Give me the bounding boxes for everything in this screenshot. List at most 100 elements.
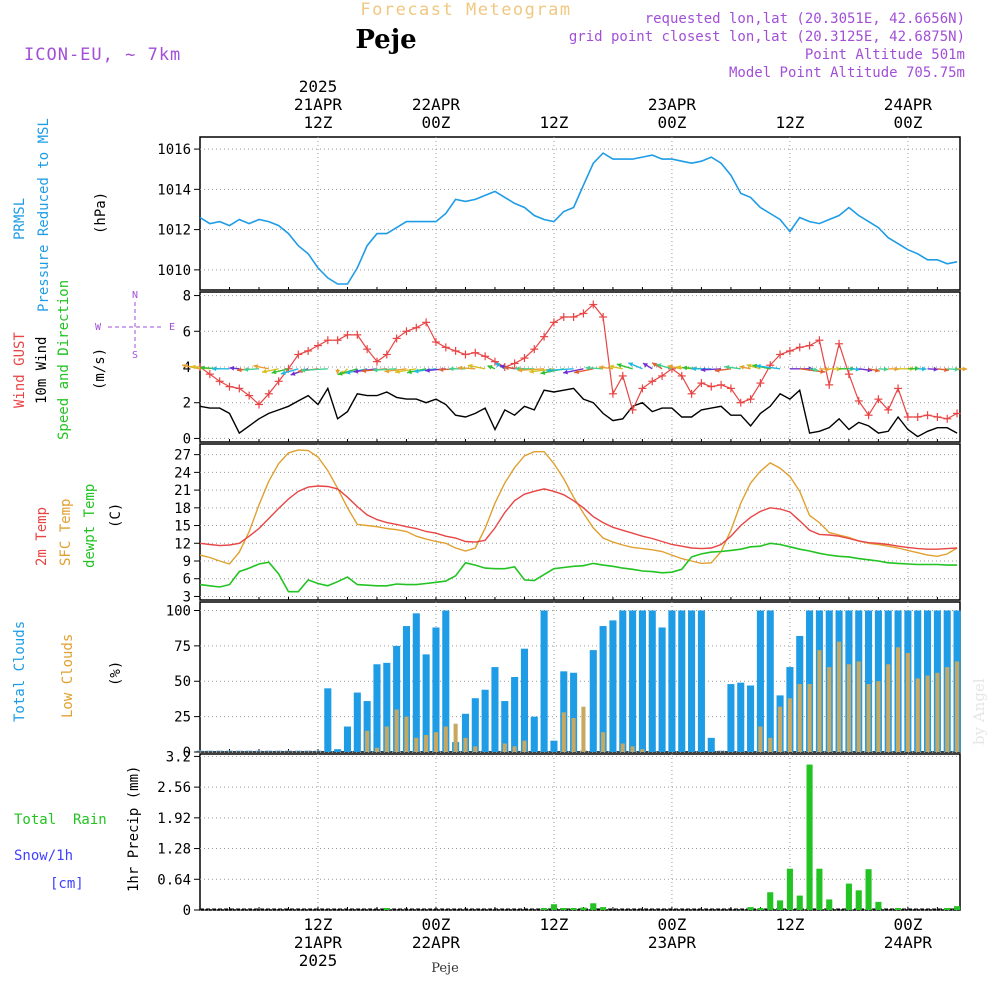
low-clouds-bar — [876, 681, 881, 752]
gust-marker — [913, 413, 922, 421]
top-time-label: 12Z — [775, 113, 804, 132]
wind10m-line — [199, 386, 958, 438]
wind-direction-arrow — [457, 365, 476, 371]
wind-ytick-label: 2 — [183, 396, 191, 412]
total-clouds-bar — [638, 610, 646, 752]
bottom-time-label: 2025 — [299, 951, 338, 970]
gust-marker — [304, 346, 313, 355]
low-clouds-bar — [404, 716, 409, 752]
total-clouds-bar — [589, 650, 597, 752]
compass-west: W — [95, 322, 102, 333]
total-clouds-bar — [393, 645, 401, 752]
low-clouds-bar — [424, 735, 429, 752]
low-clouds-bar — [807, 684, 812, 752]
gust-marker — [235, 384, 244, 393]
t2m-line — [199, 485, 958, 550]
gust-marker — [746, 395, 755, 404]
requested-coords: requested lon,lat (20.3051E, 42.6656N) — [645, 11, 965, 27]
low-clouds-bar — [502, 743, 507, 752]
gust-marker — [471, 348, 480, 357]
gust-marker — [835, 339, 844, 348]
total-clouds-bar — [727, 684, 735, 752]
low-clouds-bar — [453, 723, 458, 752]
wind-direction-arrow — [229, 365, 240, 371]
rain-bar — [845, 883, 852, 910]
top-time-label: 12Z — [304, 113, 333, 132]
low-clouds-bar — [522, 740, 527, 752]
rain-bar — [541, 908, 548, 910]
rain-bar — [590, 903, 597, 910]
gust-marker — [687, 389, 696, 398]
pressure-panel: 1016 1014 1012 1010 — [157, 136, 961, 291]
product-title: Forecast Meteogram — [360, 0, 571, 20]
total-clouds-bar — [648, 610, 656, 752]
total-clouds-bar — [324, 688, 332, 752]
wind-ytick-label: 4 — [183, 360, 191, 376]
total-clouds-bar — [353, 692, 361, 752]
total-clouds-label: Total Clouds — [12, 621, 28, 722]
temp-ytick-label: 9 — [183, 554, 191, 570]
pressure-ytick-label: 1010 — [157, 263, 191, 279]
wind-direction-arrow — [724, 364, 741, 370]
wind-direction-arrow — [651, 362, 663, 370]
gust-marker — [953, 409, 962, 418]
gust-marker — [825, 380, 834, 389]
total-clouds-bar — [619, 610, 627, 752]
low-clouds-bar — [758, 726, 763, 752]
top-time-label: 23APR — [648, 95, 697, 114]
gust-marker — [943, 414, 952, 423]
gust-marker — [392, 334, 401, 343]
wind-direction-arrow — [888, 366, 900, 372]
gust-marker — [313, 341, 322, 350]
low-clouds-label: Low Clouds — [60, 634, 76, 718]
gust-marker — [441, 343, 450, 352]
temp-ytick-label: 15 — [174, 519, 191, 535]
total-clouds-bar — [658, 627, 666, 752]
gust-marker — [431, 338, 440, 346]
model-altitude: Model Point Altitude 705.75m — [729, 65, 965, 81]
wind-direction-arrow — [335, 368, 341, 375]
wind-direction-arrow — [563, 368, 584, 375]
top-time-label: 21APR — [294, 95, 343, 114]
wind-direction-arrow — [449, 366, 466, 372]
wind-direction-arrow — [937, 367, 949, 373]
wind-direction-arrow — [467, 363, 486, 370]
low-clouds-bar — [915, 678, 920, 752]
compass-east: E — [169, 322, 175, 333]
wind-direction-arrow — [819, 366, 831, 372]
wind-ytick-label: 6 — [183, 324, 191, 340]
gust-marker — [559, 313, 568, 321]
precip-ytick-label: 0 — [183, 903, 191, 919]
precip-ytick-label: 2.56 — [157, 780, 191, 796]
temp-frame — [199, 443, 961, 601]
top-time-label: 00Z — [657, 113, 686, 132]
total-clouds-bar — [570, 672, 578, 752]
clouds-ytick-label: 100 — [166, 603, 191, 619]
dewpt-line — [199, 542, 958, 593]
prmsl-line — [199, 152, 958, 285]
wind-direction-arrow — [211, 366, 230, 372]
total-clouds-bar — [550, 740, 558, 752]
gust-marker — [726, 384, 735, 393]
low-clouds-bar — [581, 706, 586, 752]
compass-rose: N S W E — [95, 290, 175, 361]
low-clouds-bar — [512, 746, 517, 752]
gust-marker — [510, 359, 519, 368]
gust-marker — [874, 395, 883, 404]
gust-marker — [372, 357, 381, 366]
clouds-ytick-label: 75 — [174, 639, 191, 655]
gust-marker — [648, 377, 657, 386]
wind-direction-arrow — [799, 368, 826, 374]
temp-ytick-label: 24 — [174, 465, 191, 481]
bottom-time-label: 12Z — [539, 915, 568, 934]
rain-bar — [747, 907, 754, 910]
rain-bar — [786, 868, 793, 910]
gust-marker — [254, 400, 263, 409]
prmsl-desc-label: Pressure Reduced to MSL — [36, 118, 52, 312]
bottom-time-label: 21APR — [294, 933, 343, 952]
wind-direction-arrow — [300, 367, 328, 373]
total-clouds-bar — [806, 610, 814, 752]
total-clouds-bar — [491, 667, 499, 752]
